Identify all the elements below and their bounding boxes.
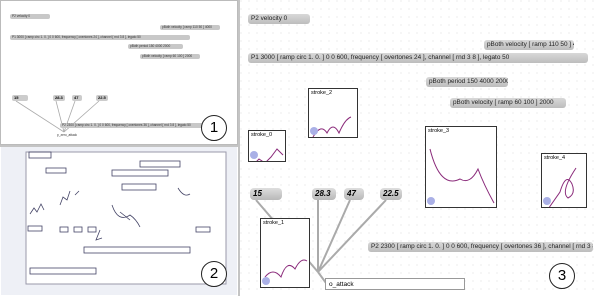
stroke-label: stroke_2 bbox=[311, 90, 355, 96]
message-box: pBoth velocity [ ramp 110 50 ] 4000 bbox=[484, 40, 574, 50]
roll-plot bbox=[26, 152, 226, 284]
stroke-label: stroke_0 bbox=[251, 132, 283, 138]
stroke-box: stroke_1 bbox=[260, 218, 310, 288]
stroke-box: stroke_3 bbox=[425, 126, 497, 208]
message-box: P2 velocity 0 bbox=[248, 14, 310, 24]
number-box: 28.3 bbox=[312, 188, 336, 200]
overview-message: pBoth period 150 4000 2000 bbox=[128, 44, 183, 49]
number-box: 22.5 bbox=[380, 188, 402, 200]
stroke-curve bbox=[261, 227, 309, 287]
stroke-handle bbox=[543, 197, 551, 205]
message-box: P2 2300 [ ramp circ 1. 0. ] 0 0 600, fre… bbox=[368, 242, 593, 252]
stroke-box: stroke_0 bbox=[248, 130, 286, 162]
message-box: P1 3000 [ ramp circ 1. 0. ] 0 0 600, fre… bbox=[248, 53, 588, 63]
overview-message: P1 3000 [ ramp circ 1. 0. ] 0 0 600, fre… bbox=[10, 35, 190, 40]
panel-label: 2 bbox=[201, 261, 227, 287]
stroke-box: stroke_2 bbox=[308, 88, 358, 138]
attack-box: o_attack bbox=[325, 278, 465, 290]
stroke-curve bbox=[249, 139, 285, 161]
number-box: 47 bbox=[344, 188, 364, 200]
stroke-path bbox=[265, 260, 307, 277]
panel-label: 1 bbox=[201, 115, 227, 141]
stroke-path bbox=[313, 117, 351, 137]
stroke-label: stroke_1 bbox=[263, 220, 307, 226]
number-box: 15 bbox=[250, 188, 282, 200]
overview-attack: p_zero_attack bbox=[55, 133, 150, 138]
stroke-curve bbox=[309, 97, 357, 137]
overview-number: 47 bbox=[72, 95, 82, 101]
stroke-curve bbox=[542, 162, 586, 207]
stroke-label: stroke_3 bbox=[428, 128, 494, 134]
stroke-label: stroke_4 bbox=[544, 155, 584, 161]
stroke-handle bbox=[262, 277, 270, 285]
stroke-handle bbox=[310, 127, 318, 135]
overview-number: 15 bbox=[12, 95, 28, 101]
message-box: pBoth period 150 4000 2000 bbox=[426, 77, 508, 87]
stroke-path bbox=[430, 149, 494, 203]
figure: P2 velocity 0 pBoth velocity [ ramp 110 5… bbox=[0, 0, 595, 296]
stroke-box: stroke_4 bbox=[541, 153, 587, 208]
stroke-handle bbox=[250, 151, 258, 159]
overview-number: 28.3 bbox=[53, 95, 65, 101]
overview-message: pBoth velocity [ ramp 60 100 ] 2000 bbox=[140, 54, 200, 59]
message-box: pBoth velocity [ ramp 60 100 ] 2000 bbox=[450, 98, 566, 108]
overview-message: P2 velocity 0 bbox=[10, 14, 50, 19]
panel-label: 3 bbox=[549, 263, 575, 289]
overview-message: P2 2300 [ ramp circ 1. 0. ] 0 0 600, fre… bbox=[60, 123, 220, 128]
stroke-handle bbox=[427, 197, 435, 205]
overview-message: pBoth velocity [ ramp 110 50 ] 4000 bbox=[160, 25, 220, 30]
stroke-curve bbox=[426, 135, 496, 207]
overview-number: 22.5 bbox=[96, 95, 108, 101]
